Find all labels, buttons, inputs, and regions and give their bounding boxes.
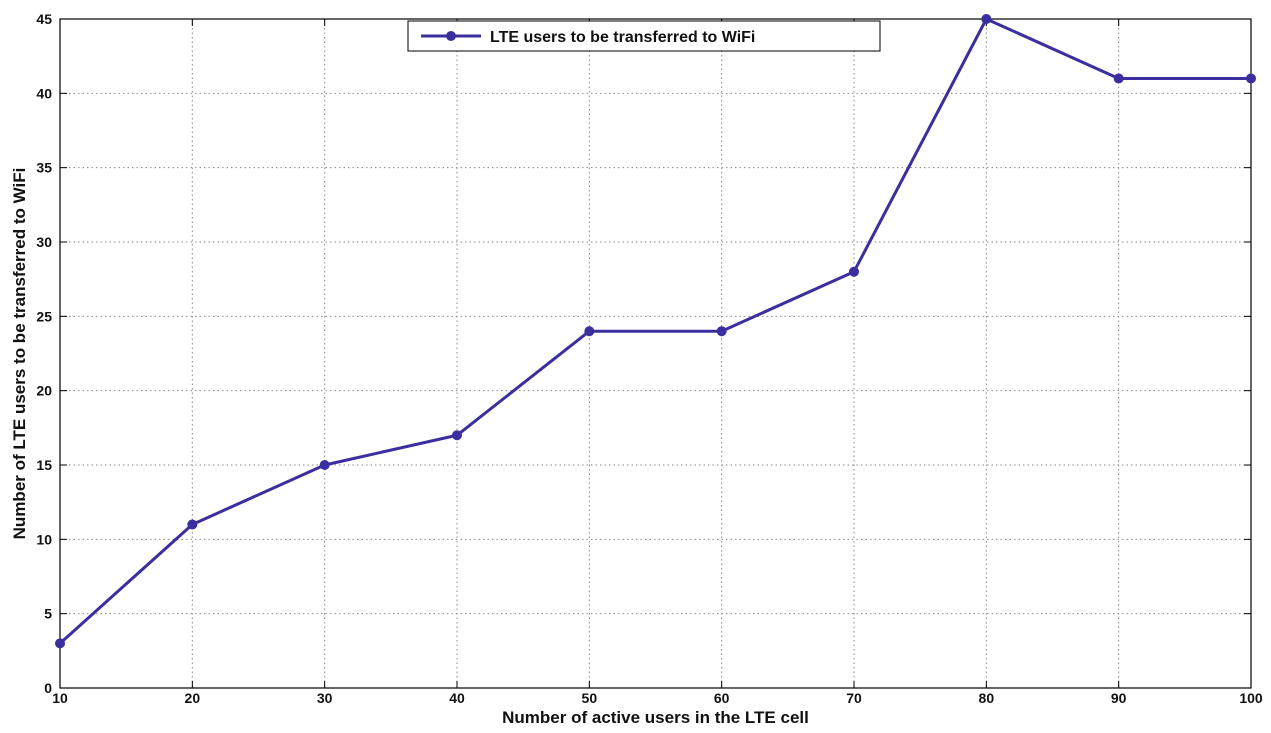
series-layer	[55, 14, 1256, 649]
y-axis-title: Number of LTE users to be transferred to…	[10, 168, 29, 540]
y-tick-label: 45	[36, 11, 52, 27]
series-line	[58, 17, 1251, 645]
x-tick-label: 100	[1239, 690, 1263, 706]
y-tick-label: 5	[44, 606, 52, 622]
y-tick-label: 30	[36, 234, 52, 250]
data-point	[187, 519, 198, 530]
y-tick-label: 0	[44, 680, 52, 696]
y-tick-label: 35	[36, 160, 52, 176]
y-tick-label: 10	[36, 531, 52, 547]
data-point	[1113, 73, 1124, 84]
x-axis-title: Number of active users in the LTE cell	[502, 708, 809, 727]
x-tick-label: 10	[52, 690, 68, 706]
y-tick-label: 15	[36, 457, 52, 473]
plot-frame	[59, 18, 1252, 689]
x-tick-label: 20	[185, 690, 201, 706]
data-point	[981, 14, 992, 24]
x-tick-label: 40	[449, 690, 465, 706]
y-tick-label: 40	[36, 85, 52, 101]
legend-box	[407, 20, 881, 52]
data-point	[849, 266, 859, 277]
x-tick-label: 70	[846, 690, 862, 706]
y-tick-label: 25	[36, 308, 52, 324]
data-point	[452, 430, 462, 441]
grid	[60, 19, 1251, 688]
data-point	[1246, 73, 1256, 84]
x-tick-label: 30	[317, 690, 333, 706]
legend-marker	[446, 31, 456, 41]
data-point	[584, 326, 595, 337]
data-point	[716, 326, 727, 337]
data-point	[319, 460, 330, 470]
x-tick-label: 90	[1111, 690, 1127, 706]
x-tick-label: 50	[582, 690, 598, 706]
x-tick-label: 60	[714, 690, 730, 706]
y-tick-label: 20	[36, 383, 52, 399]
x-tick-label: 80	[979, 690, 995, 706]
data-point	[55, 638, 65, 649]
legend: LTE users to be transferred to WiFi	[407, 20, 881, 52]
axis-ticks: 10 20 30 40 50 60 70 80 90 100 0 5 10 15 20 25 30 35 40 45	[36, 11, 1262, 706]
legend-label: LTE users to be transferred to WiFi	[490, 29, 755, 46]
